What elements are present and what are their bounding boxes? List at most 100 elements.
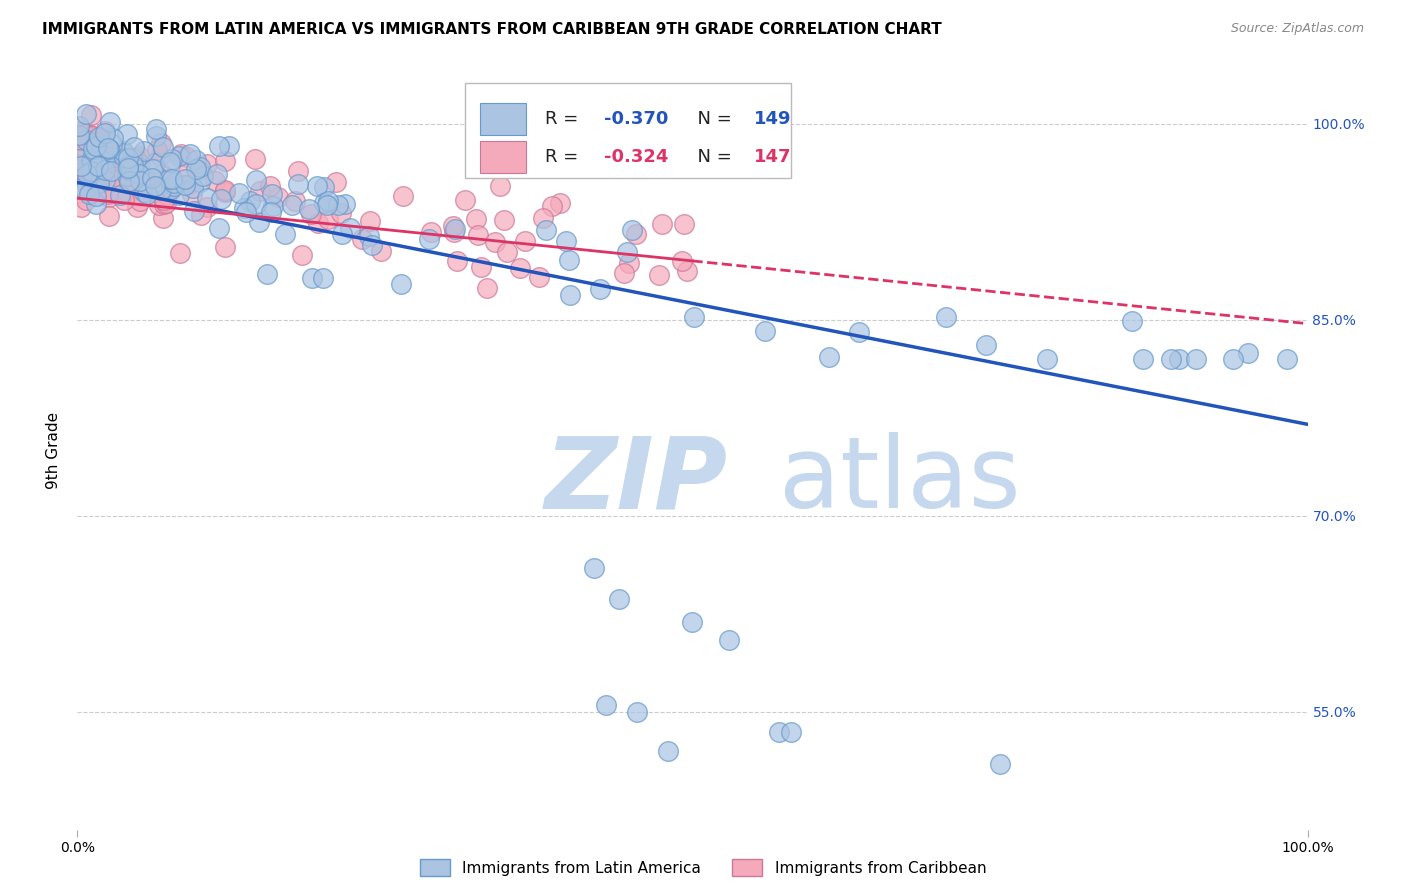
Point <box>259 178 281 193</box>
Point <box>79 166 101 180</box>
Text: atlas: atlas <box>779 433 1021 529</box>
Text: ZIP: ZIP <box>546 433 728 529</box>
Point <box>135 186 157 201</box>
Point <box>84 197 107 211</box>
Point <box>817 350 839 364</box>
Point <box>260 204 283 219</box>
Point <box>162 176 184 190</box>
Point <box>446 254 468 268</box>
Point <box>75 154 97 169</box>
Point <box>67 150 90 164</box>
Point <box>312 270 335 285</box>
Point <box>105 150 128 164</box>
Point <box>83 131 105 145</box>
Point <box>262 199 284 213</box>
Point <box>148 197 170 211</box>
Point <box>339 220 361 235</box>
Point <box>651 217 673 231</box>
Point <box>143 179 166 194</box>
Point <box>134 171 156 186</box>
Point <box>179 146 201 161</box>
Point <box>754 324 776 338</box>
Point <box>420 225 443 239</box>
Point <box>117 161 139 176</box>
Point <box>495 245 517 260</box>
Point <box>97 209 120 223</box>
Text: R =: R = <box>546 148 583 166</box>
Point <box>160 179 183 194</box>
Point <box>595 698 617 713</box>
Point <box>1160 351 1182 366</box>
Point <box>115 127 138 141</box>
Point <box>87 159 110 173</box>
Point <box>152 182 174 196</box>
Point <box>208 220 231 235</box>
Point <box>1036 351 1059 366</box>
Point <box>77 181 100 195</box>
Point <box>112 193 135 207</box>
Point <box>169 245 191 260</box>
Point <box>128 194 150 209</box>
Point <box>117 156 139 170</box>
Point <box>718 633 741 648</box>
Point <box>232 201 254 215</box>
Point <box>470 260 492 274</box>
Point <box>935 310 957 324</box>
Point <box>160 172 183 186</box>
Point <box>315 198 337 212</box>
Text: Source: ZipAtlas.com: Source: ZipAtlas.com <box>1230 22 1364 36</box>
Point <box>84 189 107 203</box>
Point <box>69 166 91 180</box>
Point <box>329 205 352 219</box>
Point <box>330 227 353 241</box>
Point <box>616 244 638 259</box>
Text: -0.324: -0.324 <box>605 148 668 166</box>
Point <box>87 145 110 159</box>
Point <box>193 169 215 183</box>
Point <box>974 337 997 351</box>
Point <box>228 186 250 200</box>
Point <box>108 188 131 202</box>
Point <box>453 193 475 207</box>
Point <box>70 151 93 165</box>
Point <box>118 177 141 191</box>
Text: R =: R = <box>546 110 583 128</box>
Point <box>163 178 186 193</box>
Point <box>97 141 120 155</box>
Point <box>80 153 103 167</box>
Point <box>527 269 550 284</box>
Point <box>75 145 97 160</box>
Point <box>145 144 167 158</box>
Text: -0.370: -0.370 <box>605 110 668 128</box>
Point <box>484 235 506 250</box>
Point <box>162 152 184 166</box>
Point <box>69 161 91 176</box>
Point <box>117 169 139 184</box>
Point <box>111 145 134 159</box>
Point <box>98 190 121 204</box>
Point <box>79 186 101 201</box>
Point <box>488 178 510 193</box>
Point <box>67 158 90 172</box>
Point <box>82 140 104 154</box>
Point <box>75 193 97 207</box>
Point <box>141 171 163 186</box>
Point <box>145 155 167 169</box>
Point <box>848 325 870 339</box>
Point <box>467 228 489 243</box>
Legend: Immigrants from Latin America, Immigrants from Caribbean: Immigrants from Latin America, Immigrant… <box>413 853 993 882</box>
Point <box>80 163 103 178</box>
Point <box>67 119 90 133</box>
Text: IMMIGRANTS FROM LATIN AMERICA VS IMMIGRANTS FROM CARIBBEAN 9TH GRADE CORRELATION: IMMIGRANTS FROM LATIN AMERICA VS IMMIGRA… <box>42 22 942 37</box>
Point <box>80 108 103 122</box>
Point <box>1121 314 1143 328</box>
Point <box>465 211 488 226</box>
Point <box>333 196 356 211</box>
Point <box>768 724 790 739</box>
Point <box>214 185 236 199</box>
Point <box>84 135 107 149</box>
Point <box>648 268 671 283</box>
Point <box>117 159 139 173</box>
Point <box>671 254 693 268</box>
Point <box>183 204 205 219</box>
